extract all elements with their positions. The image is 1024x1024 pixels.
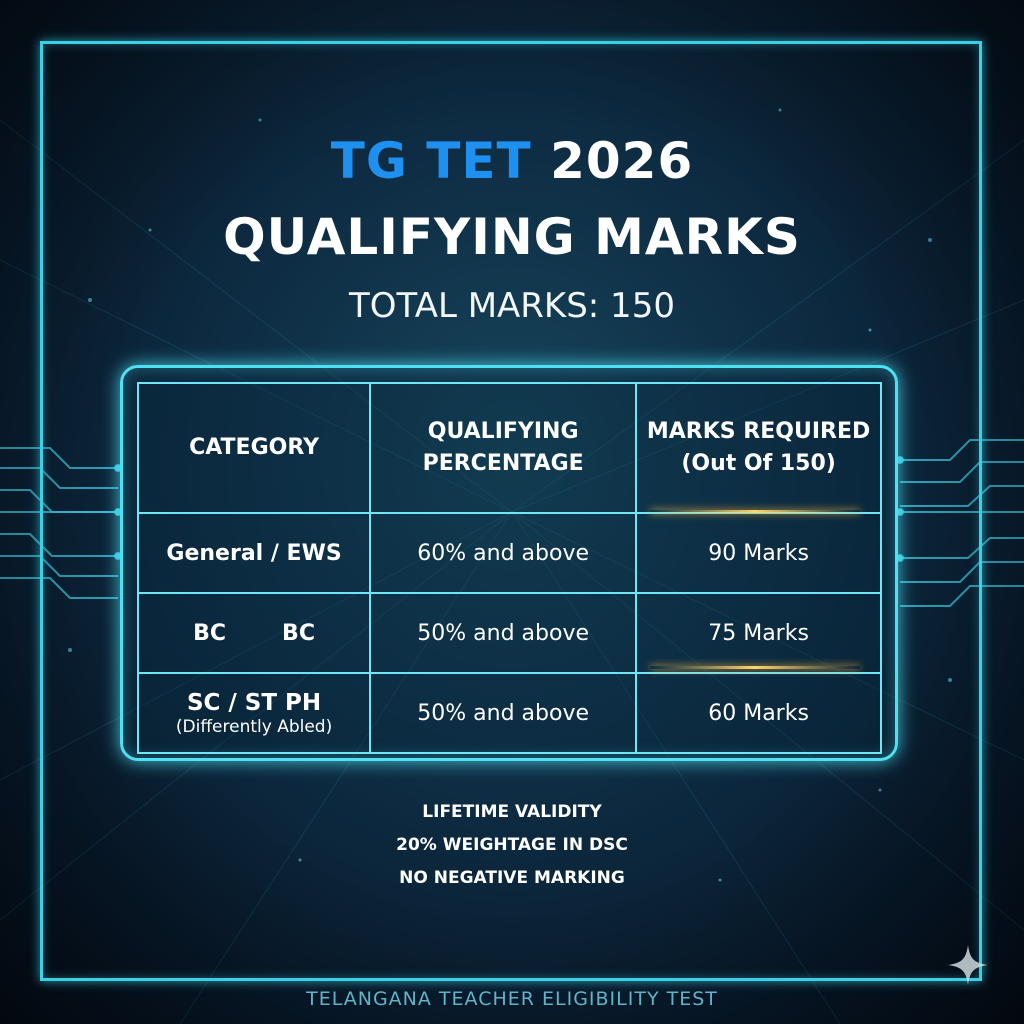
gold-glow-line [650, 510, 860, 513]
category-note: (Differently Abled) [175, 717, 333, 737]
table-header-row: CATEGORY QUALIFYING PERCENTAGE MARKS REQ… [136, 382, 882, 514]
gold-glow-line [650, 666, 860, 669]
title-year: 2026 [550, 132, 694, 190]
page-title-line2: QUALIFYING MARKS [223, 208, 801, 266]
table-row: General / EWS 60% and above 90 Marks [136, 512, 882, 594]
feature-item: 20% WEIGHTAGE IN DSC [396, 835, 628, 855]
cell-category: General / EWS [136, 512, 372, 594]
table-row: BC BC 50% and above 75 Marks [136, 592, 882, 674]
title-accent: TG TET [330, 132, 532, 190]
header-percentage: QUALIFYING PERCENTAGE [369, 382, 638, 514]
header-marks-required: MARKS REQUIRED (Out Of 150) [635, 382, 882, 514]
cell-marks: 60 Marks [635, 672, 882, 754]
outer-frame [40, 41, 982, 981]
cell-category: BC BC [136, 592, 372, 674]
cell-marks: 90 Marks [635, 512, 882, 594]
qualifying-marks-table: CATEGORY QUALIFYING PERCENTAGE MARKS REQ… [136, 382, 882, 754]
cell-percentage: 50% and above [369, 672, 638, 754]
cell-category: SC / ST PH (Differently Abled) [136, 672, 372, 754]
category-label-a: BC [193, 620, 227, 646]
cell-percentage: 60% and above [369, 512, 638, 594]
total-marks-subtitle: TOTAL MARKS: 150 [349, 286, 675, 326]
category-label-b: BC [282, 620, 315, 646]
table-row: SC / ST PH (Differently Abled) 50% and a… [136, 672, 882, 754]
page-title: TG TET 2026 [0, 128, 1024, 194]
feature-list: LIFETIME VALIDITY 20% WEIGHTAGE IN DSC N… [0, 796, 1024, 895]
cell-marks: 75 Marks [635, 592, 882, 674]
category-label: SC / ST PH [186, 690, 322, 716]
footer-text: TELANGANA TEACHER ELIGIBILITY TEST [306, 988, 718, 1010]
sparkle-icon [948, 945, 988, 985]
feature-item: NO NEGATIVE MARKING [399, 868, 625, 888]
feature-item: LIFETIME VALIDITY [422, 802, 602, 822]
header-category: CATEGORY [136, 382, 372, 514]
cell-percentage: 50% and above [369, 592, 638, 674]
